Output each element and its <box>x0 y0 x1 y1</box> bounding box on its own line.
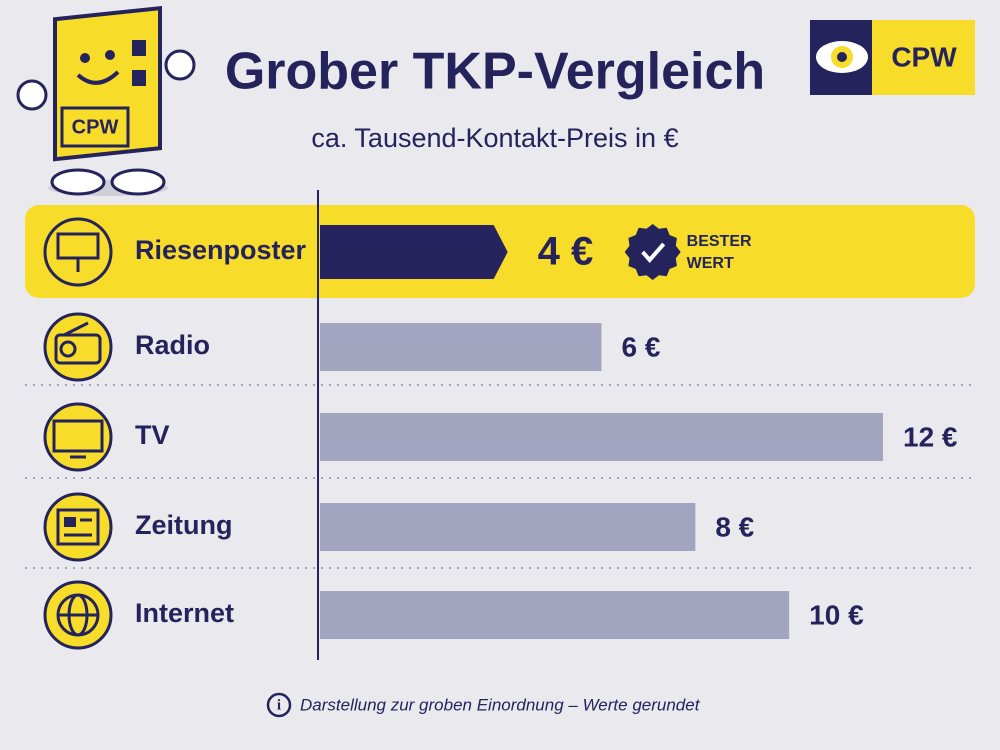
bar <box>320 503 696 551</box>
category-label: Radio <box>135 330 210 360</box>
category-icon <box>43 580 113 650</box>
info-icon <box>266 692 292 718</box>
footnote: Darstellung zur groben Einordnung – Wert… <box>300 695 701 714</box>
value-label: 6 € <box>622 331 661 362</box>
logo-text: CPW <box>891 41 957 72</box>
value-label: 12 € <box>903 421 958 452</box>
icon-shape <box>54 333 102 365</box>
category-icon <box>43 492 113 562</box>
value-label: 10 € <box>809 599 864 630</box>
category-icon <box>43 217 113 287</box>
badge-text: BESTER <box>687 233 752 250</box>
category-label: Riesenposter <box>135 235 307 265</box>
badge-check <box>641 242 666 264</box>
icon-shape <box>64 517 76 527</box>
category-icon <box>43 312 113 382</box>
icon-circle <box>43 217 113 287</box>
category-icon <box>43 402 113 472</box>
chart-subtitle: ca. Tausend-Kontakt-Preis in € <box>311 123 678 153</box>
mascot-label: CPW <box>72 116 119 138</box>
value-label: 4 € <box>538 230 594 274</box>
bar <box>320 413 883 461</box>
icon-shape <box>52 419 104 453</box>
bar <box>320 225 508 279</box>
icon-circle <box>43 492 113 562</box>
icon-shape <box>63 321 89 337</box>
logo: CPW <box>810 20 975 95</box>
mascot: CPW <box>16 5 196 196</box>
bar <box>320 323 602 371</box>
info-icon-glyph: i <box>277 697 281 713</box>
category-label: TV <box>135 420 170 450</box>
chart-title: Grober TKP-Vergleich <box>225 43 765 101</box>
badge-seal <box>624 224 681 280</box>
icon-shape <box>59 340 77 358</box>
icon-shape <box>56 508 100 546</box>
category-label: Zeitung <box>135 510 232 540</box>
category-label: Internet <box>135 598 234 628</box>
badge-text: WERT <box>687 255 734 272</box>
bar <box>320 591 790 639</box>
value-label: 8 € <box>715 511 754 542</box>
